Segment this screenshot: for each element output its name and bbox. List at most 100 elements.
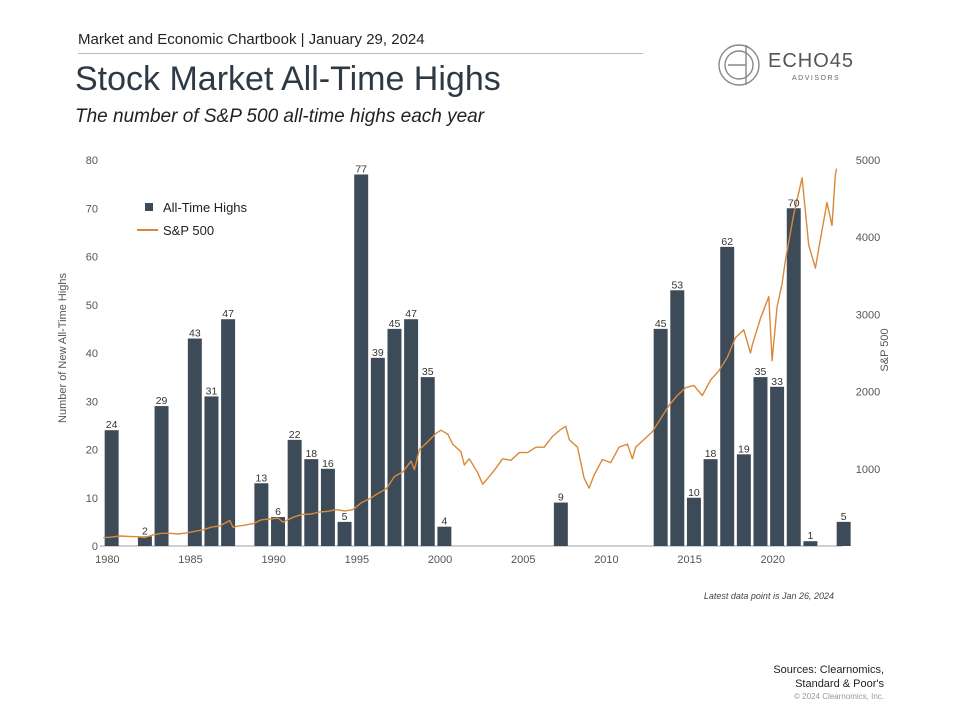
bar-value-label: 22 (289, 429, 301, 441)
y2-tick-label: 3000 (856, 309, 880, 321)
y-tick-label: 80 (86, 155, 98, 167)
bar-value-label: 2 (142, 525, 148, 537)
y2-tick-label: 4000 (856, 232, 880, 244)
bar-value-label: 19 (738, 443, 750, 455)
bar-value-label: 9 (558, 492, 564, 504)
y-tick-label: 60 (86, 252, 98, 264)
x-tick-label: 1995 (345, 554, 369, 566)
bar-2014 (670, 290, 685, 546)
x-tick-label: 2020 (761, 554, 785, 566)
x-tick-label: 2015 (677, 554, 701, 566)
bar-1999 (420, 377, 435, 546)
x-tick-label: 2010 (594, 554, 618, 566)
header-divider (78, 53, 643, 54)
bar-value-label: 53 (671, 279, 683, 291)
legend-line-label: S&P 500 (163, 223, 214, 238)
bar-value-label: 4 (441, 516, 447, 528)
bar-2022 (803, 541, 818, 546)
bar-1991 (287, 439, 302, 546)
bar-1983 (154, 406, 169, 546)
bar-1995 (354, 174, 369, 546)
bar-2019 (753, 377, 768, 546)
sp500-line (103, 168, 838, 539)
y2-tick-label: 5000 (856, 155, 880, 167)
x-tick-label: 1990 (261, 554, 285, 566)
bar-value-label: 6 (275, 506, 281, 518)
logo-name: ECHO45 (768, 50, 855, 72)
bar-1982 (137, 536, 152, 546)
bar-value-label: 43 (189, 328, 201, 340)
bar-1989 (254, 483, 269, 546)
bar-value-label: 47 (405, 308, 417, 320)
y-tick-label: 20 (86, 445, 98, 457)
chartbook-header: Market and Economic Chartbook | January … (78, 31, 425, 48)
bar-value-label: 24 (106, 419, 118, 431)
x-tick-label: 2000 (428, 554, 452, 566)
bar-1996 (370, 357, 385, 546)
bar-value-label: 1 (807, 530, 813, 542)
y-tick-label: 10 (86, 493, 98, 505)
bar-2020 (770, 386, 785, 546)
bar-value-label: 45 (389, 318, 401, 330)
bar-value-label: 35 (755, 366, 767, 378)
bar-1980 (104, 430, 119, 546)
bar-value-label: 10 (688, 487, 700, 499)
y-tick-label: 50 (86, 300, 98, 312)
bar-1997 (387, 328, 402, 546)
y-tick-label: 0 (92, 541, 98, 553)
sources-line-2: Standard & Poor's (795, 678, 884, 690)
sources-line-1: Sources: Clearnomics, (773, 664, 884, 676)
bar-value-label: 62 (721, 236, 733, 248)
bar-2017 (720, 246, 735, 546)
bar-value-label: 29 (156, 395, 168, 407)
bar-2024 (836, 521, 851, 546)
y-tick-label: 30 (86, 396, 98, 408)
x-tick-label: 1985 (178, 554, 202, 566)
bar-1987 (221, 319, 236, 546)
logo-emblem-icon (718, 44, 760, 86)
x-tick-label: 2005 (511, 554, 535, 566)
brand-logo: ECHO45 ADVISORS (716, 42, 866, 88)
bar-2000 (437, 526, 452, 546)
bar-2015 (686, 497, 701, 546)
bar-value-label: 47 (222, 308, 234, 320)
bar-value-label: 35 (422, 366, 434, 378)
bar-value-label: 39 (372, 347, 384, 359)
bar-value-label: 77 (355, 163, 367, 175)
page-subtitle: The number of S&P 500 all-time highs eac… (75, 106, 485, 127)
bar-2013 (653, 328, 668, 546)
bar-value-label: 5 (841, 511, 847, 523)
bar-value-label: 16 (322, 458, 334, 470)
bar-2016 (703, 459, 718, 546)
bar-2018 (736, 454, 751, 546)
y-axis-title: Number of New All-Time Highs (57, 273, 69, 423)
legend-bar-swatch (145, 203, 153, 211)
bar-1994 (337, 521, 352, 546)
logo-subtitle: ADVISORS (792, 75, 841, 82)
page-title: Stock Market All-Time Highs (75, 60, 501, 98)
y-tick-label: 40 (86, 348, 98, 360)
y-tick-label: 70 (86, 203, 98, 215)
bar-1993 (320, 468, 335, 546)
copyright: © 2024 Clearnomics, Inc. (794, 692, 884, 701)
bar-value-label: 45 (655, 318, 667, 330)
x-tick-label: 1980 (95, 554, 119, 566)
y2-tick-label: 2000 (856, 387, 880, 399)
latest-data-note: Latest data point is Jan 26, 2024 (703, 591, 834, 601)
bar-value-label: 70 (788, 197, 800, 209)
bar-2007 (553, 502, 568, 546)
bar-value-label: 33 (771, 376, 783, 388)
bar-1985 (187, 338, 202, 546)
bar-1990 (271, 517, 286, 546)
bar-1998 (404, 319, 419, 546)
bar-value-label: 13 (256, 472, 268, 484)
bar-value-label: 5 (342, 511, 348, 523)
y2-axis-title: S&P 500 (879, 328, 891, 371)
bar-value-label: 31 (206, 385, 218, 397)
bar-value-label: 18 (305, 448, 317, 460)
bar-value-label: 18 (705, 448, 717, 460)
sources-note: Sources: Clearnomics, Standard & Poor's (684, 663, 884, 691)
legend-bar-label: All-Time Highs (163, 200, 248, 215)
bar-1986 (204, 396, 219, 546)
